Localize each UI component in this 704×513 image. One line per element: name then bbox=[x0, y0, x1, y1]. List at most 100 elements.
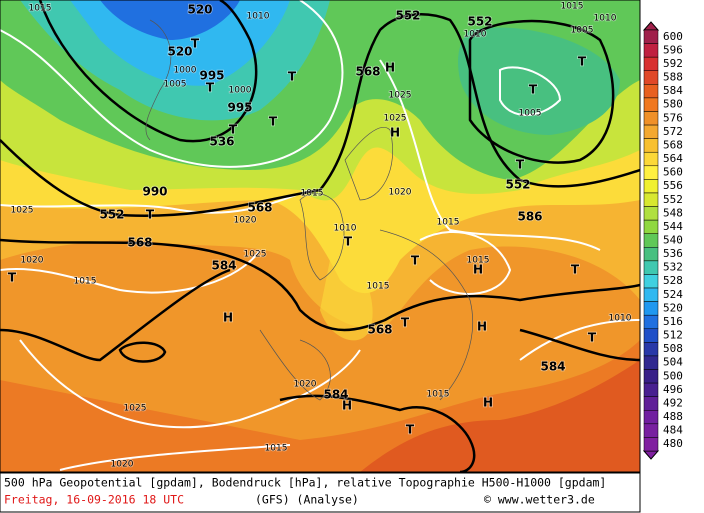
contour-label: T bbox=[578, 55, 587, 69]
contour-label: 536 bbox=[209, 135, 234, 149]
contour-label: 1015 bbox=[427, 390, 450, 400]
contour-label: 1005 bbox=[571, 26, 594, 36]
colorbar-swatch bbox=[643, 138, 659, 153]
colorbar-swatch bbox=[643, 56, 659, 71]
colorbar-label: 556 bbox=[663, 179, 683, 192]
colorbar-label: 520 bbox=[663, 301, 683, 314]
contour-label: 990 bbox=[142, 185, 167, 199]
colorbar-label: 588 bbox=[663, 71, 683, 84]
contour-label: 584 bbox=[211, 259, 236, 273]
contour-label: 1010 bbox=[464, 30, 487, 40]
colorbar-swatch bbox=[643, 410, 659, 425]
contour-label: 1010 bbox=[247, 12, 270, 22]
contour-label: T bbox=[288, 70, 297, 84]
contour-label: 568 bbox=[247, 201, 272, 215]
contour-label: T bbox=[8, 271, 17, 285]
isobars bbox=[0, 0, 640, 471]
contour-label: 1015 bbox=[367, 282, 390, 292]
colorbar-swatch bbox=[643, 43, 659, 58]
colorbar-swatch bbox=[643, 342, 659, 357]
colorbar-label: 488 bbox=[663, 410, 683, 423]
colorbar-swatch bbox=[643, 369, 659, 384]
colorbar-swatch bbox=[643, 206, 659, 221]
colorbar-label: 504 bbox=[663, 356, 683, 369]
colorbar-label: 496 bbox=[663, 383, 683, 396]
colorbar-swatch bbox=[643, 97, 659, 112]
colorbar-label: 592 bbox=[663, 57, 683, 70]
contour-label: 1020 bbox=[111, 460, 134, 470]
colorbar-cap-bottom bbox=[642, 450, 660, 460]
colorbar-swatch bbox=[643, 247, 659, 262]
contour-label: 1005 bbox=[519, 109, 542, 119]
contour-label: 1020 bbox=[21, 256, 44, 266]
contour-label: H bbox=[483, 396, 493, 410]
caption-box bbox=[0, 472, 641, 513]
colorbar-label: 576 bbox=[663, 111, 683, 124]
contour-label: T bbox=[146, 208, 155, 222]
colorbar-label: 584 bbox=[663, 84, 683, 97]
colorbar-swatch bbox=[643, 301, 659, 316]
contour-label: H bbox=[390, 126, 400, 140]
contour-label: H bbox=[473, 263, 483, 277]
colorbar-swatch bbox=[643, 287, 659, 302]
caption-copyright: © www.wetter3.de bbox=[484, 493, 595, 507]
colorbar-swatch bbox=[643, 219, 659, 234]
contour-label: T bbox=[571, 263, 580, 277]
colorbar-label: 536 bbox=[663, 247, 683, 260]
contour-label: 520 bbox=[167, 45, 192, 59]
contour-label: 584 bbox=[323, 388, 348, 402]
contour-label: T bbox=[588, 331, 597, 345]
contour-label: 586 bbox=[517, 210, 542, 224]
colorbar-swatch bbox=[643, 355, 659, 370]
colorbar-label: 500 bbox=[663, 369, 683, 382]
colorbar-swatch bbox=[643, 111, 659, 126]
colorbar-label: 524 bbox=[663, 288, 683, 301]
contour-label: 1015 bbox=[467, 256, 490, 266]
contour-label: 1020 bbox=[389, 188, 412, 198]
contour-label: 1025 bbox=[384, 114, 407, 124]
colorbar-label: 528 bbox=[663, 274, 683, 287]
contour-label: 1000 bbox=[174, 66, 197, 76]
contour-label: 1020 bbox=[294, 380, 317, 390]
colorbar-label: 532 bbox=[663, 261, 683, 274]
contour-label: 520 bbox=[187, 3, 212, 17]
contour-label: T bbox=[406, 423, 415, 437]
colorbar-swatch bbox=[643, 382, 659, 397]
contour-label: T bbox=[269, 115, 278, 129]
contour-label: 1015 bbox=[561, 2, 584, 12]
colorbar-swatch bbox=[643, 437, 659, 452]
contour-label: T bbox=[401, 316, 410, 330]
contour-label: 1015 bbox=[29, 4, 52, 14]
contour-label: T bbox=[516, 158, 525, 172]
colorbar-label: 560 bbox=[663, 166, 683, 179]
contour-label: 1020 bbox=[234, 216, 257, 226]
colorbar-label: 600 bbox=[663, 30, 683, 43]
colorbar-swatch bbox=[643, 192, 659, 207]
colorbar-cap-top bbox=[642, 21, 660, 31]
contour-label: 1025 bbox=[11, 206, 34, 216]
colorbar-label: 540 bbox=[663, 234, 683, 247]
colorbar-swatch bbox=[643, 260, 659, 275]
contour-label: 1025 bbox=[389, 91, 412, 101]
colorbar-swatch bbox=[643, 328, 659, 343]
contour-label: 568 bbox=[367, 323, 392, 337]
contour-label: 552 bbox=[395, 9, 420, 23]
colorbar-label: 480 bbox=[663, 437, 683, 450]
contour-label: 1010 bbox=[594, 14, 617, 24]
colorbar: 6005965925885845805765725685645605565525… bbox=[642, 21, 683, 460]
contour-label: T bbox=[229, 123, 238, 137]
colorbar-label: 568 bbox=[663, 138, 683, 151]
caption-model: (GFS) (Analyse) bbox=[255, 493, 359, 507]
colorbar-label: 492 bbox=[663, 396, 683, 409]
colorbar-label: 544 bbox=[663, 220, 683, 233]
caption-title: 500 hPa Geopotential [gpdam], Bodendruck… bbox=[4, 476, 606, 490]
contour-label: 552 bbox=[505, 178, 530, 192]
colorbar-swatch bbox=[643, 179, 659, 194]
contour-label: 568 bbox=[127, 236, 152, 250]
caption-date: Freitag, 16-09-2016 18 UTC bbox=[4, 493, 184, 507]
contour-label: T bbox=[206, 81, 215, 95]
colorbar-swatch bbox=[643, 29, 659, 44]
contour-label: T bbox=[411, 254, 420, 268]
contour-label: 584 bbox=[540, 360, 565, 374]
